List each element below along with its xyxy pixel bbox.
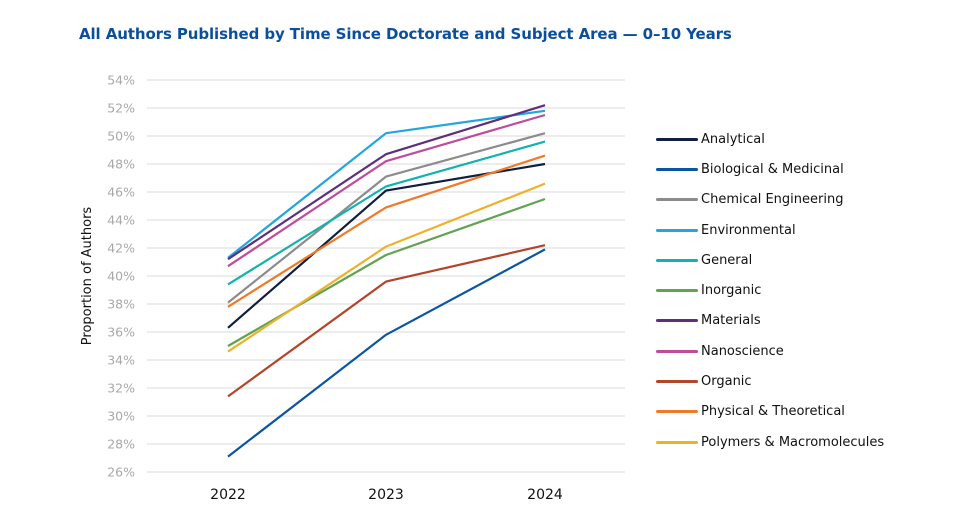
chart-title: All Authors Published by Time Since Doct… — [79, 25, 732, 43]
y-tick-label: 54% — [107, 73, 135, 88]
y-tick-label: 52% — [107, 101, 135, 116]
x-axis-ticks: 2022 2023 2024 — [210, 487, 563, 503]
legend-label: Inorganic — [701, 283, 762, 299]
y-axis-label: Proportion of Authors — [80, 207, 95, 346]
series-line-physical-theoretical — [227, 154, 546, 308]
legend-label: Polymers & Macromolecules — [701, 434, 885, 450]
legend-swatch — [656, 410, 698, 414]
legend-label: Materials — [701, 313, 761, 329]
y-tick-label: 40% — [107, 269, 135, 284]
legend: Analytical Biological & Medicinal Chemical… — [656, 124, 884, 457]
legend-swatch — [656, 440, 698, 444]
series-line-general — [227, 140, 546, 286]
series-line-nanoscience — [227, 113, 546, 268]
legend-label: Organic — [701, 374, 752, 390]
gridlines — [147, 79, 625, 473]
legend-label: Environmental — [701, 222, 796, 238]
y-tick-label: 42% — [107, 241, 135, 256]
legend-item: General — [656, 245, 884, 275]
y-axis-ticks: 26% 28% 30% 32% 34% 36% 38% 40% 42% 44% 46% 48% 50% 5… — [107, 73, 135, 480]
series-line-organic — [227, 244, 546, 398]
legend-item: Biological & Medicinal — [656, 154, 884, 184]
legend-item: Analytical — [656, 124, 884, 154]
x-tick-label: 2022 — [210, 487, 246, 503]
legend-swatch — [656, 319, 698, 323]
y-tick-label: 36% — [107, 325, 135, 340]
y-tick-label: 46% — [107, 185, 135, 200]
y-tick-label: 30% — [107, 409, 135, 424]
legend-swatch — [656, 167, 698, 171]
legend-label: Chemical Engineering — [701, 192, 844, 208]
y-tick-label: 32% — [107, 381, 135, 396]
series-lines — [227, 104, 546, 458]
legend-label: Nanoscience — [701, 343, 784, 359]
legend-label: General — [701, 252, 753, 268]
legend-swatch — [656, 289, 698, 293]
legend-label: Analytical — [701, 131, 765, 147]
legend-item: Materials — [656, 306, 884, 336]
x-tick-label: 2023 — [368, 487, 404, 503]
legend-swatch — [656, 349, 698, 353]
series-line-materials — [227, 104, 546, 261]
legend-label: Biological & Medicinal — [701, 161, 844, 177]
y-tick-label: 26% — [107, 465, 135, 480]
y-tick-label: 44% — [107, 213, 135, 228]
legend-swatch — [656, 198, 698, 202]
y-tick-label: 50% — [107, 129, 135, 144]
legend-item: Nanoscience — [656, 336, 884, 366]
legend-label: Physical & Theoretical — [701, 404, 845, 420]
y-tick-label: 28% — [107, 437, 135, 452]
y-tick-label: 38% — [107, 297, 135, 312]
series-line-chemical-engineering — [227, 132, 546, 304]
series-line-environmental — [227, 109, 546, 259]
legend-item: Organic — [656, 366, 884, 396]
series-line-polymers-macromolecules — [227, 182, 546, 353]
legend-item: Chemical Engineering — [656, 185, 884, 215]
series-line-biological-medicinal — [227, 248, 546, 458]
y-tick-label: 34% — [107, 353, 135, 368]
legend-swatch — [656, 258, 698, 262]
legend-item: Environmental — [656, 215, 884, 245]
y-tick-label: 48% — [107, 157, 135, 172]
legend-swatch — [656, 380, 698, 384]
legend-swatch — [656, 137, 698, 141]
legend-item: Physical & Theoretical — [656, 397, 884, 427]
legend-swatch — [656, 228, 698, 232]
x-tick-label: 2024 — [527, 487, 563, 503]
legend-item: Polymers & Macromolecules — [656, 427, 884, 457]
legend-item: Inorganic — [656, 275, 884, 305]
